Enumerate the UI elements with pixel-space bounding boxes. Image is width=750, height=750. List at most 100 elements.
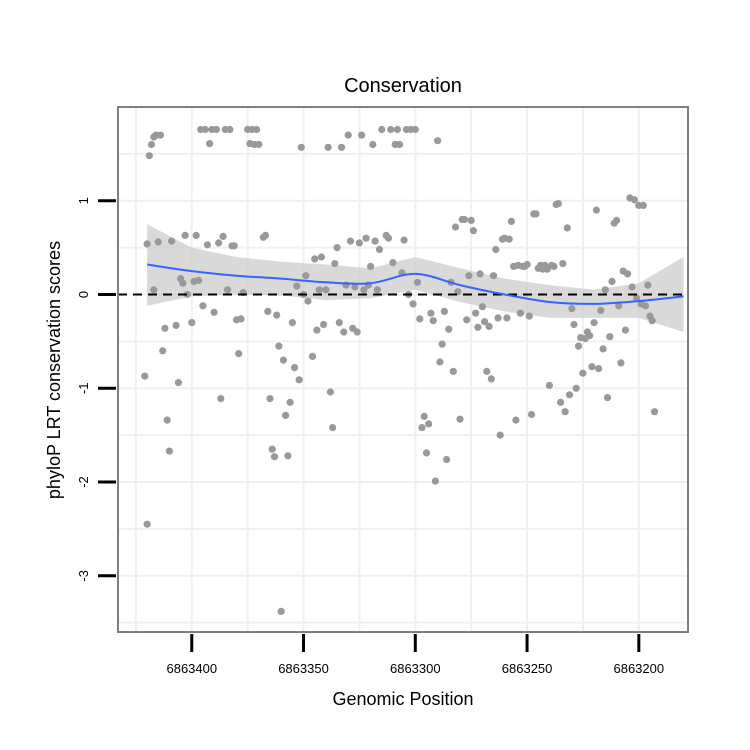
data-point [456,415,464,423]
data-point [324,143,332,151]
data-point [545,381,554,389]
data-point [561,408,569,416]
data-point [449,367,457,375]
plot-panel-border [117,106,689,633]
data-point [275,342,283,350]
data-point [322,286,330,294]
data-point [516,309,525,317]
data-point [590,319,598,327]
plot-panel-background [118,107,688,632]
data-point [168,237,176,245]
data-point [440,307,448,315]
data-point [570,320,578,329]
data-point [478,303,486,311]
data-point [494,314,502,322]
data-point [255,140,263,149]
data-point [270,453,279,461]
data-point [156,131,165,139]
data-point [143,240,151,248]
x-tick-label: 6863300 [390,661,441,676]
data-point [297,143,305,151]
data-point [329,424,337,432]
data-point [436,358,444,366]
data-point [505,235,513,243]
data-point [496,431,504,439]
y-tick-label: -3 [76,570,91,582]
data-point [503,314,511,322]
data-point [467,216,475,224]
data-point [465,272,473,280]
data-point [273,311,281,319]
data-point [387,125,395,134]
data-point [472,309,480,317]
data-point [313,326,321,334]
data-point [141,372,149,380]
x-axis: 6863400 6863350 6863300 6863250 6863200 [166,634,664,676]
data-point [266,395,274,403]
data-point [474,323,482,331]
data-point [476,270,484,278]
data-point [588,363,596,371]
data-point [481,318,489,326]
data-point [165,447,173,455]
chart-title: Conservation [344,75,462,97]
data-point [409,300,417,308]
data-point [326,388,334,396]
data-point [371,237,379,245]
data-point [612,216,621,224]
data-point [648,317,656,325]
data-point [199,302,207,310]
data-point [235,350,243,358]
data-point [525,312,533,320]
data-point [154,238,162,246]
data-point [568,305,576,313]
data-point [351,283,359,291]
data-point [179,279,187,287]
data-point [606,333,614,341]
data-point [601,286,609,294]
data-point [628,283,636,291]
data-point [443,455,451,464]
data-point [416,315,424,323]
confidence-band-area [147,224,684,332]
data-point [485,322,493,330]
data-point [532,210,540,218]
data-point [293,282,301,290]
data-point [145,152,153,160]
data-point [367,262,375,270]
data-point [282,411,290,419]
data-point [438,340,446,348]
x-tick-label: 6863200 [613,661,664,676]
data-point [621,326,630,334]
data-point [597,306,605,314]
data-point [163,416,171,424]
data-point [608,277,616,285]
data-point [237,315,245,323]
data-point [375,245,384,254]
y-axis: -3 -2 -1 0 1 [76,197,116,582]
data-point [586,332,594,340]
smooth-trend-line [146,263,684,305]
data-point [592,206,601,214]
data-point [507,217,515,225]
data-point [574,342,583,350]
data-point [295,376,303,384]
x-tick-label: 6863350 [278,661,329,676]
data-point [277,607,285,616]
data-point [150,286,158,294]
data-point [188,319,196,327]
data-point [161,324,169,332]
data-point [378,125,386,134]
data-point [554,200,563,208]
data-point [630,196,639,204]
data-point [460,215,469,224]
data-point [603,394,612,402]
data-point [400,236,408,244]
data-point [194,276,203,284]
data-point [373,286,381,294]
data-point [264,307,272,315]
data-point [201,125,209,134]
data-point [572,384,580,392]
data-point [210,308,218,316]
